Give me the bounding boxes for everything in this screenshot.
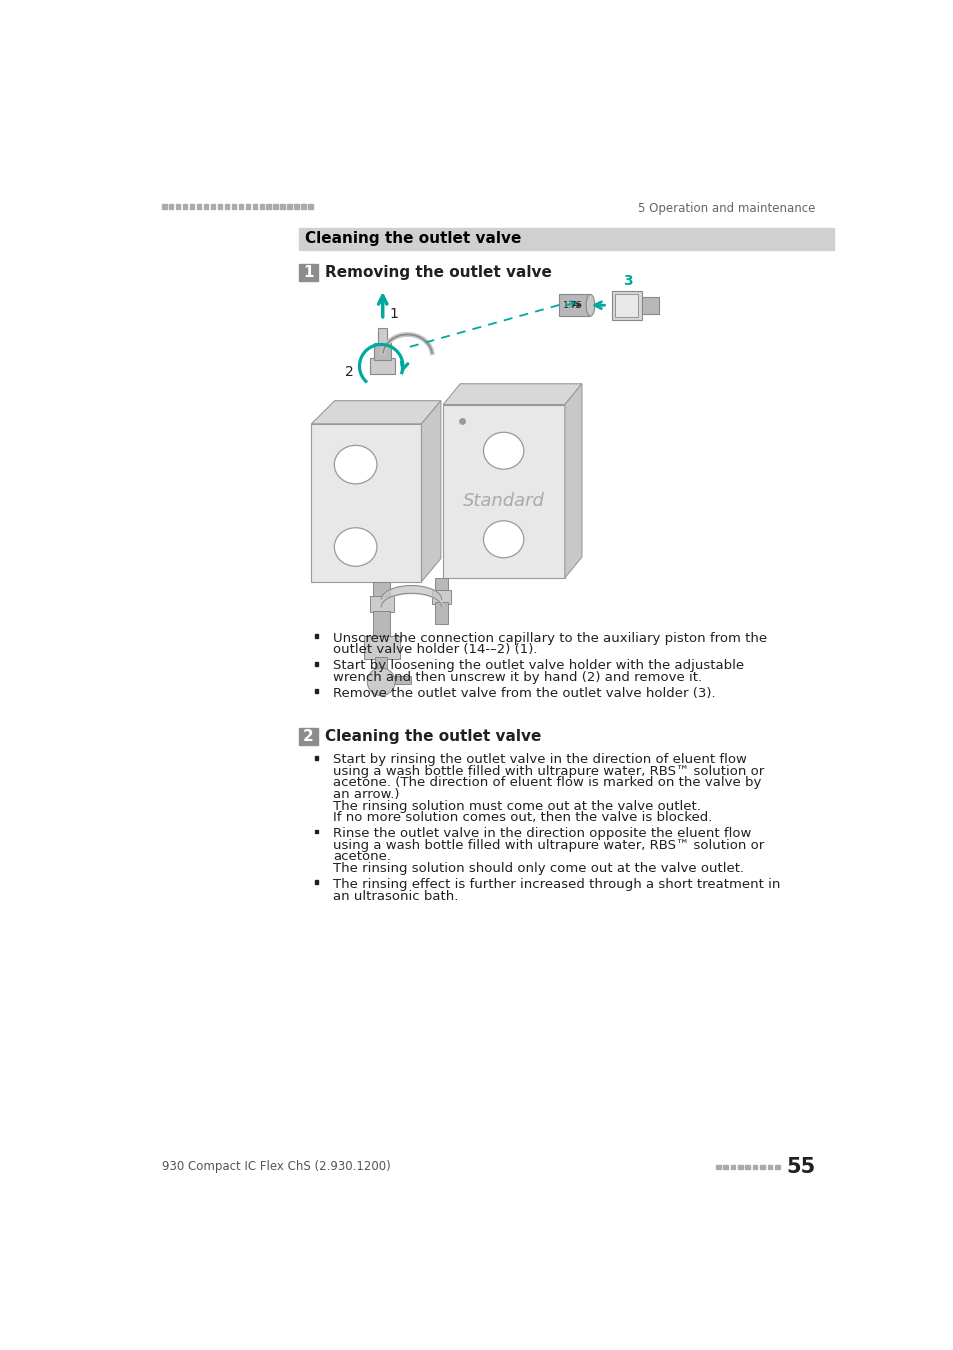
Bar [294,204,298,209]
Bar [314,662,318,666]
FancyBboxPatch shape [615,294,638,317]
Text: 3: 3 [622,274,632,289]
Text: Standard: Standard [462,491,544,510]
FancyBboxPatch shape [612,290,641,320]
Bar [280,204,285,209]
Bar [314,880,318,884]
Polygon shape [564,383,581,578]
Polygon shape [421,401,440,582]
Bar [224,204,229,209]
Bar [298,228,833,250]
Bar [760,1165,764,1169]
Text: The rinsing effect is further increased through a short treatment in: The rinsing effect is further increased … [333,878,780,891]
Bar [308,204,313,209]
FancyBboxPatch shape [435,602,447,624]
Text: 5 Operation and maintenance: 5 Operation and maintenance [638,201,815,215]
Bar [169,204,173,209]
Bar [211,204,215,209]
Text: an arrow.): an arrow.) [333,788,399,801]
Ellipse shape [585,294,594,316]
FancyBboxPatch shape [641,297,658,313]
Text: Cleaning the outlet valve: Cleaning the outlet valve [325,729,541,744]
Bar [196,204,201,209]
Polygon shape [443,405,564,578]
Text: If no more solution comes out, then the valve is blocked.: If no more solution comes out, then the … [333,811,712,824]
Bar [730,1165,735,1169]
FancyBboxPatch shape [375,657,387,676]
Bar [301,204,306,209]
Text: 2: 2 [303,729,314,744]
Polygon shape [311,401,440,424]
FancyBboxPatch shape [377,328,387,344]
FancyBboxPatch shape [374,343,391,360]
Bar [744,1165,749,1169]
Circle shape [367,668,395,695]
Text: Removing the outlet valve: Removing the outlet valve [325,265,552,279]
Text: Rinse the outlet valve in the direction opposite the eluent flow: Rinse the outlet valve in the direction … [333,828,751,840]
Text: 930 Compact IC Flex ChS (2.930.1200): 930 Compact IC Flex ChS (2.930.1200) [162,1161,390,1173]
Polygon shape [443,383,581,405]
Bar [722,1165,727,1169]
Bar [716,1165,720,1169]
Text: 1: 1 [389,308,397,321]
Bar [314,690,318,694]
Text: Start by rinsing the outlet valve in the direction of eluent flow: Start by rinsing the outlet valve in the… [333,753,746,767]
FancyBboxPatch shape [369,595,394,613]
Bar [162,204,167,209]
FancyBboxPatch shape [370,358,395,374]
Text: 2: 2 [344,366,353,379]
Bar [274,204,278,209]
Bar [314,756,318,760]
Bar [245,204,250,209]
Bar [738,1165,742,1169]
Bar [183,204,187,209]
Ellipse shape [334,446,376,483]
Bar [298,263,317,281]
Bar [259,204,264,209]
FancyBboxPatch shape [432,590,451,603]
Bar [253,204,257,209]
Text: Cleaning the outlet valve: Cleaning the outlet valve [305,231,521,247]
Text: acetone.: acetone. [333,850,391,864]
Bar [314,830,318,833]
Bar [298,728,317,745]
Bar [266,204,271,209]
FancyBboxPatch shape [373,612,390,637]
Bar [204,204,208,209]
FancyBboxPatch shape [373,582,390,597]
Bar [217,204,222,209]
Text: Start by loosening the outlet valve holder with the adjustable: Start by loosening the outlet valve hold… [333,659,743,672]
Ellipse shape [483,432,523,470]
Bar [314,634,318,637]
Bar [752,1165,757,1169]
Circle shape [459,418,465,424]
Text: wrench and then unscrew it by hand (2) and remove it.: wrench and then unscrew it by hand (2) a… [333,671,701,684]
Ellipse shape [334,528,376,566]
Ellipse shape [483,521,523,558]
Bar [175,204,180,209]
Text: Unscrew the connection capillary to the auxiliary piston from the: Unscrew the connection capillary to the … [333,632,766,645]
Text: outlet valve holder (14-–2) (1).: outlet valve holder (14-–2) (1). [333,643,537,656]
FancyBboxPatch shape [364,636,399,659]
Polygon shape [311,424,421,582]
Text: The rinsing solution must come out at the valve outlet.: The rinsing solution must come out at th… [333,799,700,813]
Bar [774,1165,779,1169]
Text: The rinsing solution should only come out at the valve outlet.: The rinsing solution should only come ou… [333,861,743,875]
Text: 55: 55 [785,1157,815,1177]
FancyBboxPatch shape [395,676,410,684]
Text: 1: 1 [303,265,314,279]
Bar [190,204,194,209]
Text: Remove the outlet valve from the outlet valve holder (3).: Remove the outlet valve from the outlet … [333,687,715,701]
Bar [287,204,292,209]
Bar [232,204,236,209]
Text: 1.75: 1.75 [562,301,583,309]
FancyBboxPatch shape [435,578,447,591]
Text: an ultrasonic bath.: an ultrasonic bath. [333,890,458,903]
Text: using a wash bottle filled with ultrapure water, RBS™ solution or: using a wash bottle filled with ultrapur… [333,838,763,852]
FancyBboxPatch shape [558,294,590,316]
Text: acetone. (The direction of eluent flow is marked on the valve by: acetone. (The direction of eluent flow i… [333,776,760,790]
Bar [767,1165,771,1169]
Text: using a wash bottle filled with ultrapure water, RBS™ solution or: using a wash bottle filled with ultrapur… [333,765,763,778]
Bar [238,204,243,209]
